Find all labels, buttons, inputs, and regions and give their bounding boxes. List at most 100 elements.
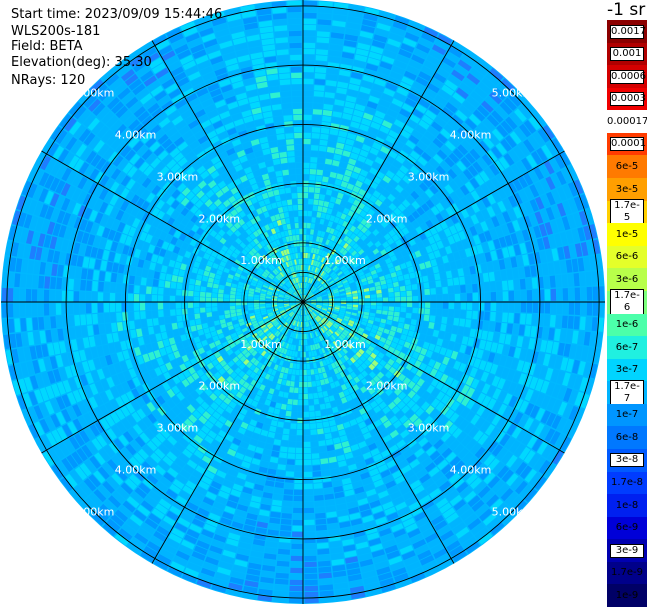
ppi-gate-cell xyxy=(447,119,460,131)
ppi-gate-cell xyxy=(110,207,119,219)
ppi-gate-cell xyxy=(275,383,281,391)
ppi-gate-cell xyxy=(278,306,284,309)
ppi-gate-cell xyxy=(21,180,32,196)
ppi-gate-cell xyxy=(222,549,236,559)
ppi-gate-cell xyxy=(147,413,157,424)
ppi-gate-cell xyxy=(385,257,392,265)
ppi-gate-cell xyxy=(167,352,176,362)
ppi-gate-cell xyxy=(158,287,164,295)
ppi-gate-cell xyxy=(58,251,66,265)
ppi-gate-cell xyxy=(353,335,360,342)
ppi-gate-cell xyxy=(241,339,248,345)
ppi-gate-cell xyxy=(416,489,428,500)
ppi-gate-cell xyxy=(504,492,518,506)
ppi-gate-cell xyxy=(79,463,92,477)
ppi-gate-cell xyxy=(523,172,534,186)
ppi-gate-cell xyxy=(304,585,319,592)
ppi-gate-cell xyxy=(385,135,396,144)
ppi-gate-cell xyxy=(430,288,436,295)
ppi-gate-cell xyxy=(189,319,196,326)
ppi-gate-cell xyxy=(392,567,407,577)
ppi-gate-cell xyxy=(368,537,382,547)
ppi-gate-cell xyxy=(526,154,538,168)
ppi-gate-cell xyxy=(99,391,109,404)
ppi-gate-cell xyxy=(440,373,449,383)
ppi-gate-cell xyxy=(354,535,367,544)
ppi-gate-cell xyxy=(303,144,311,151)
ppi-gate-cell xyxy=(79,291,86,302)
ppi-gate-cell xyxy=(326,287,332,292)
ppi-gate-cell xyxy=(460,486,473,498)
ppi-gate-cell xyxy=(486,411,497,423)
ppi-gate-cell xyxy=(573,179,584,195)
ppi-gate-cell xyxy=(309,332,313,339)
ppi-gate-cell xyxy=(232,262,239,269)
ppi-gate-cell xyxy=(139,294,146,302)
ppi-gate-cell xyxy=(436,553,451,565)
ppi-gate-cell xyxy=(193,261,201,268)
ppi-gate-cell xyxy=(177,372,186,382)
ppi-gate-cell xyxy=(255,327,262,333)
ppi-gate-cell xyxy=(493,87,507,101)
ppi-gate-cell xyxy=(110,386,120,398)
ppi-gate-cell xyxy=(355,351,362,358)
ppi-gate-cell xyxy=(598,302,605,317)
ppi-gate-cell xyxy=(134,346,142,357)
ppi-gate-cell xyxy=(331,558,345,566)
ppi-gate-cell xyxy=(447,168,458,180)
ppi-gate-cell xyxy=(498,507,512,521)
ppi-gate-cell xyxy=(467,495,481,508)
ppi-gate-cell xyxy=(260,357,266,364)
ppi-gate-cell xyxy=(233,515,245,524)
ppi-gate-cell xyxy=(427,173,437,184)
ppi-gate-cell xyxy=(573,316,580,330)
ppi-gate-cell xyxy=(452,233,461,243)
ppi-gate-cell xyxy=(517,175,528,189)
ppi-gate-cell xyxy=(358,503,371,512)
ppi-gate-cell xyxy=(295,321,298,327)
ppi-gate-cell xyxy=(195,342,203,349)
ppi-gate-cell xyxy=(130,266,137,276)
ppi-gate-cell xyxy=(248,327,255,333)
ppi-gate-cell xyxy=(308,277,311,283)
ppi-gate-cell xyxy=(295,302,301,304)
ppi-gate-cell xyxy=(202,496,215,506)
ppi-gate-cell xyxy=(305,252,308,259)
ppi-gate-cell xyxy=(235,553,249,562)
ppi-gate-cell xyxy=(264,443,273,450)
ppi-gate-cell xyxy=(273,439,282,446)
ppi-gate-cell xyxy=(273,310,279,314)
ppi-gate-cell xyxy=(278,304,284,306)
ppi-gate-cell xyxy=(425,532,439,543)
ppi-gate-cell xyxy=(291,543,303,550)
ppi-gate-cell xyxy=(315,294,321,297)
ppi-gate-cell xyxy=(361,183,369,191)
ppi-gate-cell xyxy=(322,299,329,301)
ppi-gate-cell xyxy=(344,215,352,223)
ppi-gate-cell xyxy=(280,341,286,347)
ppi-gate-cell xyxy=(350,268,356,274)
ppi-gate-cell xyxy=(234,375,242,383)
ppi-gate-cell xyxy=(465,217,474,228)
ppi-gate-cell xyxy=(163,472,175,483)
ppi-gate-cell xyxy=(402,37,417,48)
ppi-gate-cell xyxy=(402,103,414,113)
ppi-gate-cell xyxy=(305,309,309,315)
ppi-gate-cell xyxy=(42,451,55,466)
ppi-gate-cell xyxy=(303,240,306,247)
ppi-gate-cell xyxy=(435,401,445,412)
ppi-gate-cell xyxy=(473,63,488,76)
ppi-gate-cell xyxy=(337,136,346,144)
ppi-gate-cell xyxy=(50,398,60,413)
ppi-gate-cell xyxy=(249,371,257,379)
ppi-gate-cell xyxy=(239,278,245,283)
ppi-gate-cell xyxy=(232,437,242,446)
ppi-gate-cell xyxy=(370,269,377,276)
ppi-gate-cell xyxy=(104,239,113,251)
ppi-gate-cell xyxy=(238,333,245,339)
ppi-gate-cell xyxy=(588,224,598,239)
ppi-gate-cell xyxy=(148,490,161,502)
ppi-gate-cell xyxy=(583,331,591,346)
ppi-gate-cell xyxy=(165,323,172,331)
ppi-gate-cell xyxy=(367,152,377,161)
